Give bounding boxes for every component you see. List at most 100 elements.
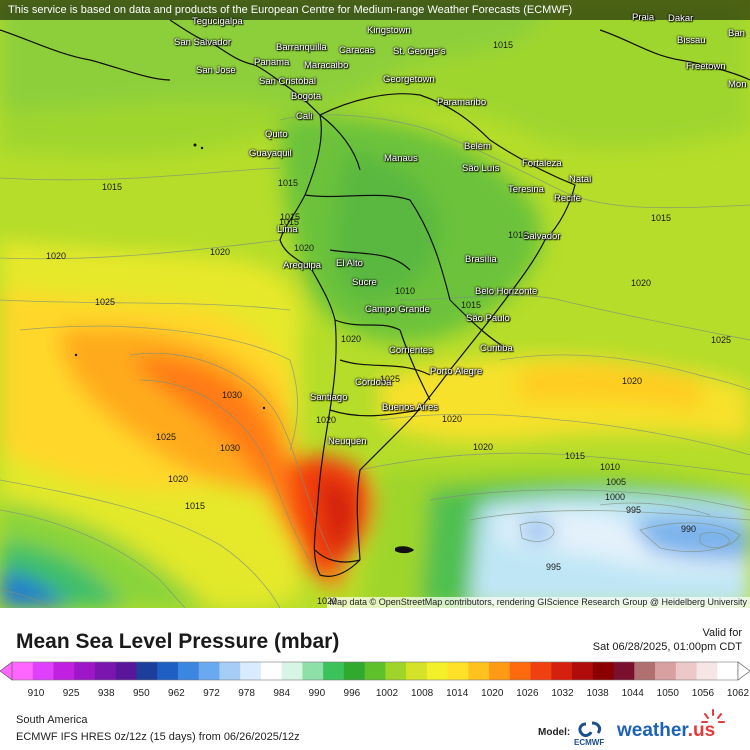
region-label: South America [16,714,88,726]
city-label[interactable]: Sucre [352,277,377,288]
scale-tick-label: 990 [308,688,326,699]
city-label[interactable]: São Paulo [466,313,510,324]
brand-suffix: .us [687,720,716,741]
city-label[interactable]: Recife [554,193,581,204]
isobar-label: 1015 [102,182,123,192]
color-scale-segment [696,662,718,680]
isobar-label: 1025 [380,374,401,384]
city-label[interactable]: Arequipa [283,260,322,271]
isobar-label: 1015 [508,230,529,240]
city-label[interactable]: St. George's [393,46,446,57]
color-scale-segment [198,662,220,680]
scale-tick-label: 972 [203,688,220,699]
isobar-label: 1020 [442,414,463,424]
legend-title: Mean Sea Level Pressure (mbar) [16,630,340,653]
city-label[interactable]: São Luís [462,163,500,174]
city-label[interactable]: San Salvador [174,37,232,48]
color-scale-segment [592,662,615,680]
city-label[interactable]: El Alto [336,258,363,269]
city-label[interactable]: Ban [728,28,745,39]
city-label[interactable]: Teresina [508,184,544,195]
city-label[interactable]: Belém [464,141,491,152]
city-label[interactable]: San José [196,65,236,76]
city-label[interactable]: Bogota [291,91,322,102]
city-label[interactable]: Praia [632,12,655,23]
color-scale-segment [136,662,158,680]
scale-tick-label: 1002 [375,688,399,699]
color-scale-segment [177,662,200,680]
color-scale-segment [364,662,386,680]
isobar-label: 1015 [651,213,672,223]
ecmwf-logo-icon [578,721,602,737]
city-label[interactable]: Panama [254,57,290,68]
scale-tick-label: 1056 [691,688,715,699]
isobar-label: 1020 [168,474,189,484]
isobar-label: 1020 [46,251,67,261]
island-marks [74,143,414,554]
color-scale-segments [11,661,739,681]
city-label[interactable]: Buenos Aires [382,402,438,413]
map-panel[interactable]: This service is based on data and produc… [0,0,750,608]
scale-tick-label: 1026 [516,688,539,699]
city-label[interactable]: Porto Alegre [430,366,483,377]
isobar-label: 1020 [210,247,231,257]
pressure-map[interactable] [0,0,750,608]
city-label[interactable]: Fortaleza [522,158,562,169]
color-scale-segment [717,662,739,680]
city-label[interactable]: Campo Grande [365,304,430,315]
valid-label: Valid for [702,627,742,639]
isobar-label: 1020 [294,243,315,253]
color-scale-segment [12,662,34,680]
city-label[interactable]: Maracaibo [304,60,349,71]
city-label[interactable]: Bissau [677,35,706,46]
valid-time-block: Valid for Sat 06/28/2025, 01:00pm CDT [593,626,742,654]
city-label[interactable]: Lima [277,224,298,235]
isobar-label: 1025 [156,432,177,442]
city-label[interactable]: Brasília [465,254,497,265]
city-label[interactable]: Paramaribo [437,97,487,108]
color-scale-segment [489,662,511,680]
city-label[interactable]: Tegucigalpa [192,16,243,27]
city-label[interactable]: Santiago [310,392,348,403]
color-scale-segment [74,662,96,680]
brand-name: weather [617,720,688,741]
isobar-label: 1015 [185,501,206,511]
city-label[interactable]: Mon [728,79,747,90]
scale-tick-label: 1062 [726,688,750,699]
isobar-label: 1020 [316,415,337,425]
city-label[interactable]: Córdoba [355,377,392,388]
color-scale-segment [447,662,469,680]
color-scale-segment [157,662,179,680]
city-label[interactable]: Quito [265,129,288,140]
color-scale-segment [613,662,635,680]
scale-tick-label: 938 [97,688,115,699]
scale-tick-label: 950 [132,688,150,699]
color-scale-segment [302,662,324,680]
model-label: Model: [538,727,571,738]
isobar-label: 990 [681,524,697,534]
city-label[interactable]: Georgetown [383,74,435,85]
scale-tick-label: 984 [273,688,291,699]
city-label[interactable]: Dakar [668,13,694,24]
city-label[interactable]: Neuquén [328,436,367,447]
scale-left-arrow [0,661,13,681]
city-label[interactable]: Barranquilla [276,42,327,53]
city-label[interactable]: Cali [296,111,313,122]
city-label[interactable]: Guayaquil [249,148,292,159]
isobar-label: 1010 [395,286,416,296]
city-label[interactable]: Freetown [686,61,726,72]
city-label[interactable]: Kingstown [367,25,411,36]
city-label[interactable]: San Cristóbal [259,76,317,87]
city-label[interactable]: Caracas [339,45,375,56]
city-label[interactable]: Belo Horizonte [475,286,538,297]
city-label[interactable]: Manaus [384,153,418,164]
city-label[interactable]: Corrientes [389,345,433,356]
city-label[interactable]: Curitiba [480,343,513,354]
scale-tick-label: 1014 [446,688,469,699]
color-scale-segment [406,662,428,680]
weather-us-logo[interactable]: weather.us [617,720,715,742]
city-label[interactable]: Natal [569,174,592,185]
city-label[interactable]: Salvador [523,231,561,242]
scale-tick-label: 962 [168,688,185,699]
isobar-label: 995 [626,505,642,515]
